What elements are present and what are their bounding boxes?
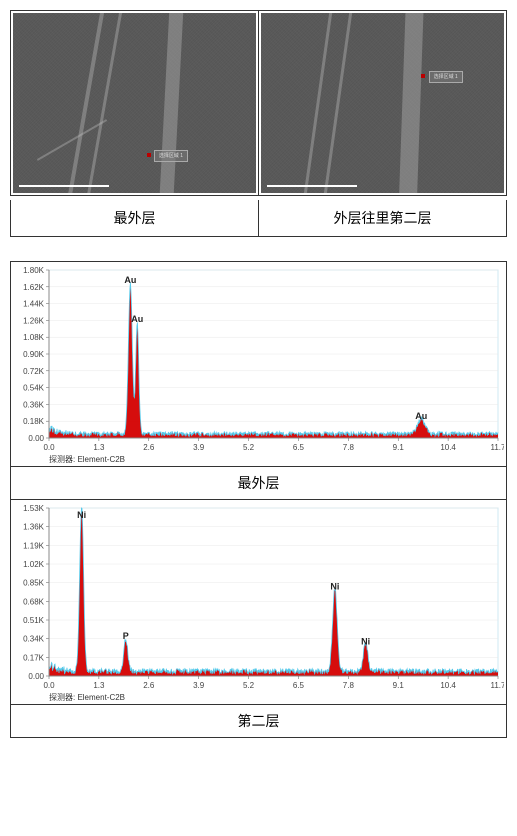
- svg-text:0.36K: 0.36K: [23, 400, 45, 409]
- svg-text:0.54K: 0.54K: [23, 384, 45, 393]
- spectrum2-cell: 0.00 0.17K 0.34K 0.51K 0.68K 0.85K 1.02K 1.19K 1…: [11, 500, 506, 705]
- sem-marker-label: 选择区域 1: [159, 152, 183, 159]
- svg-text:1.62K: 1.62K: [23, 283, 45, 292]
- svg-text:Au: Au: [415, 411, 427, 421]
- svg-text:1.80K: 1.80K: [23, 266, 45, 275]
- svg-text:P: P: [123, 631, 129, 641]
- spectrum1-cell: 0.00 0.18K 0.36K 0.54K 0.72K 0.90K 1.08K 1.26K 1…: [11, 262, 506, 467]
- svg-text:5.2: 5.2: [243, 681, 255, 690]
- svg-text:10.4: 10.4: [440, 443, 456, 452]
- svg-text:1.08K: 1.08K: [23, 333, 45, 342]
- svg-text:1.3: 1.3: [93, 681, 105, 690]
- svg-text:Au: Au: [131, 314, 143, 324]
- sem-caption-right: 外层往里第二层: [259, 200, 506, 236]
- sem-scalebar-right: [267, 185, 357, 187]
- svg-text:9.1: 9.1: [393, 681, 405, 690]
- svg-text:0.18K: 0.18K: [23, 417, 45, 426]
- spectra-table: 0.00 0.18K 0.36K 0.54K 0.72K 0.90K 1.08K 1.26K 1…: [10, 261, 507, 738]
- svg-text:0.0: 0.0: [43, 681, 55, 690]
- sem-caption-left: 最外层: [11, 200, 259, 236]
- spectrum2-chart: 0.00 0.17K 0.34K 0.51K 0.68K 0.85K 1.02K 1.19K 1…: [13, 502, 504, 702]
- svg-text:6.5: 6.5: [293, 443, 305, 452]
- svg-text:1.53K: 1.53K: [23, 504, 45, 513]
- svg-text:10.4: 10.4: [440, 681, 456, 690]
- svg-text:3.9: 3.9: [193, 443, 205, 452]
- spectrum1-caption: 最外层: [11, 467, 506, 500]
- svg-text:5.2: 5.2: [243, 443, 255, 452]
- svg-text:0.68K: 0.68K: [23, 597, 45, 606]
- sem-caption-row: 最外层 外层往里第二层: [10, 200, 507, 237]
- svg-text:1.3: 1.3: [93, 443, 105, 452]
- svg-text:Ni: Ni: [330, 582, 339, 592]
- sem-scalebar-left: [19, 185, 109, 187]
- sem-marker-left: 选择区域 1: [154, 150, 188, 162]
- svg-text:0.00: 0.00: [28, 672, 44, 681]
- svg-text:0.51K: 0.51K: [23, 616, 45, 625]
- svg-text:Au: Au: [124, 275, 136, 285]
- sem-image-row: 选择区域 1 选择区域 1: [10, 10, 507, 196]
- svg-text:9.1: 9.1: [393, 443, 405, 452]
- sem-marker-label: 选择区域 1: [434, 73, 458, 80]
- sem-cell-right: 选择区域 1: [259, 11, 506, 195]
- svg-text:0.34K: 0.34K: [23, 635, 45, 644]
- svg-text:1.36K: 1.36K: [23, 523, 45, 532]
- svg-text:1.19K: 1.19K: [23, 541, 45, 550]
- svg-text:1.02K: 1.02K: [23, 560, 45, 569]
- svg-text:Ni: Ni: [361, 637, 370, 647]
- svg-text:探测器: Element-C2B: 探测器: Element-C2B: [49, 692, 125, 702]
- svg-text:2.6: 2.6: [143, 443, 155, 452]
- svg-text:0.0: 0.0: [43, 443, 55, 452]
- sem-image-left: 选择区域 1: [13, 13, 256, 193]
- svg-text:3.9: 3.9: [193, 681, 205, 690]
- svg-text:0.72K: 0.72K: [23, 367, 45, 376]
- sem-image-right: 选择区域 1: [261, 13, 504, 193]
- svg-text:7.8: 7.8: [343, 443, 355, 452]
- svg-text:11.7: 11.7: [491, 681, 504, 690]
- svg-text:11.7: 11.7: [491, 443, 504, 452]
- svg-text:0.00: 0.00: [28, 434, 44, 443]
- svg-text:探测器: Element-C2B: 探测器: Element-C2B: [49, 454, 125, 464]
- svg-text:0.90K: 0.90K: [23, 350, 45, 359]
- sem-cell-left: 选择区域 1: [11, 11, 259, 195]
- spectrum2-caption: 第二层: [11, 705, 506, 737]
- svg-text:1.44K: 1.44K: [23, 300, 45, 309]
- svg-text:1.26K: 1.26K: [23, 316, 45, 325]
- svg-text:0.17K: 0.17K: [23, 653, 45, 662]
- sem-marker-right: 选择区域 1: [429, 71, 463, 83]
- svg-text:Ni: Ni: [77, 510, 86, 520]
- svg-text:6.5: 6.5: [293, 681, 305, 690]
- spectrum1-chart: 0.00 0.18K 0.36K 0.54K 0.72K 0.90K 1.08K 1.26K 1…: [13, 264, 504, 464]
- svg-text:0.85K: 0.85K: [23, 579, 45, 588]
- svg-text:7.8: 7.8: [343, 681, 355, 690]
- svg-text:2.6: 2.6: [143, 681, 155, 690]
